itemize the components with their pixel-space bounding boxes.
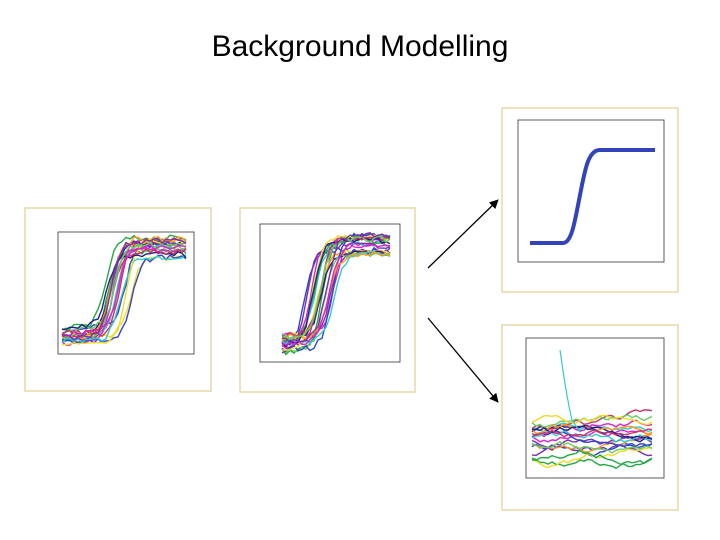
- curve: [531, 414, 653, 426]
- plot-panel: [501, 324, 679, 511]
- plot-panel: [24, 207, 212, 392]
- curve: [531, 429, 653, 443]
- curve: [61, 237, 187, 342]
- curve: [61, 239, 187, 332]
- curve: [559, 349, 581, 433]
- curve: [281, 234, 391, 338]
- arrow: [427, 317, 499, 403]
- curve: [531, 449, 653, 468]
- curve: [531, 409, 653, 430]
- curve: [532, 425, 653, 440]
- curve: [531, 457, 653, 470]
- plot-panel: [501, 107, 679, 293]
- curve: [281, 235, 391, 340]
- curve: [281, 243, 391, 346]
- curve: [531, 440, 653, 454]
- curve: [281, 232, 391, 344]
- arrow: [427, 199, 499, 269]
- slide-title: Background Modelling: [212, 30, 509, 63]
- plot-panel: [239, 207, 416, 393]
- curve: [531, 428, 653, 438]
- curve: [61, 254, 187, 344]
